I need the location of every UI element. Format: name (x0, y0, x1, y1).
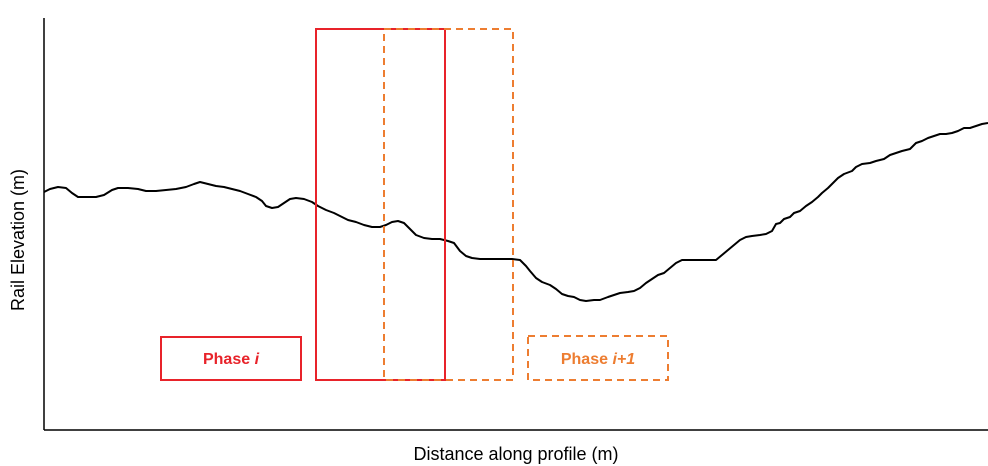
y-axis-label: Rail Elevation (m) (8, 169, 28, 311)
phase-i1-legend-prefix: Phase (561, 351, 613, 368)
phase-i-legend-box (160, 336, 302, 381)
rail-elevation-profile (43, 122, 988, 302)
phase-i-legend-label: Phase i (203, 351, 260, 368)
phase-i1-window (383, 28, 514, 381)
phase-i-window (315, 28, 446, 381)
phase-i-legend-prefix: Phase (203, 351, 255, 368)
phase-i1-legend-box (527, 335, 669, 381)
x-axis-label: Distance along profile (m) (413, 444, 618, 464)
phase-i-legend-index: i (255, 351, 260, 368)
phase-i1-legend-index: i+1 (612, 351, 635, 368)
phase-i1-legend-label: Phase i+1 (561, 351, 635, 368)
